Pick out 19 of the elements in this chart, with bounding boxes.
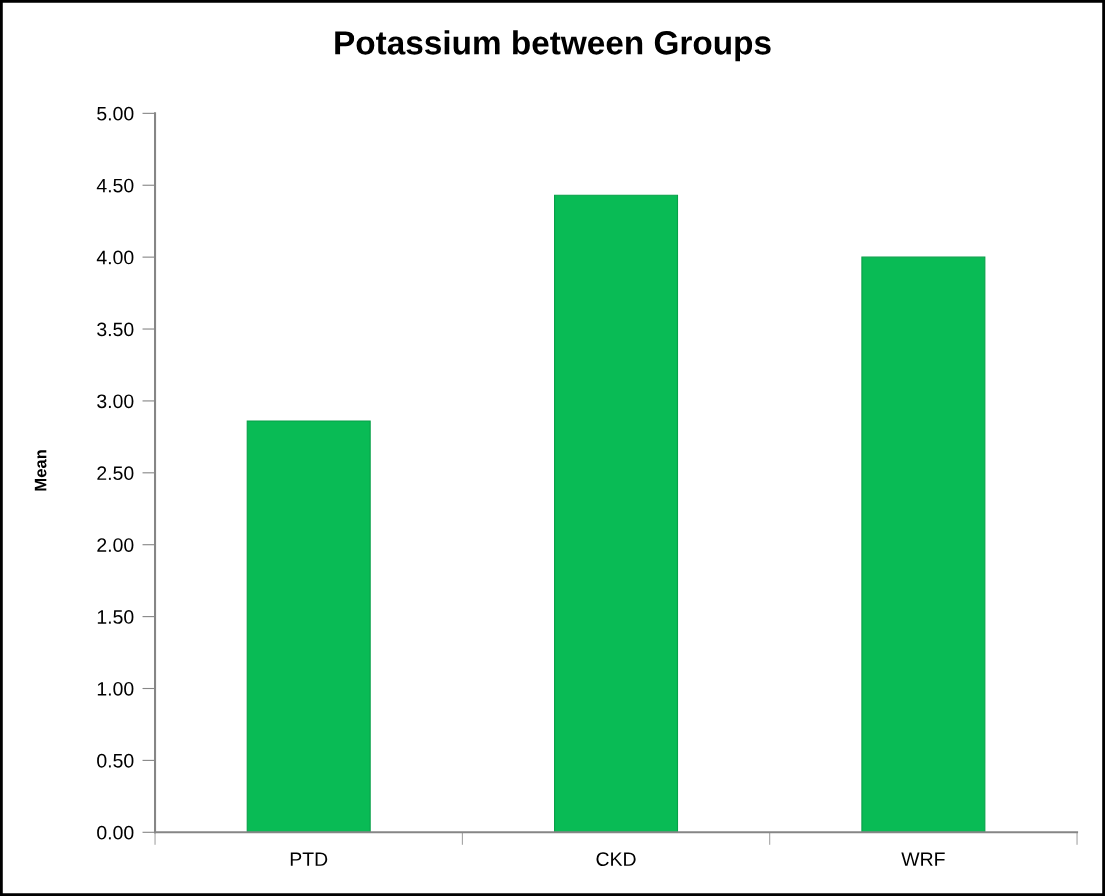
y-axis-title: Mean (34, 450, 47, 491)
y-tick-label: 2.00 (97, 538, 134, 552)
y-tick-label: 4.00 (96, 250, 134, 265)
bar (554, 194, 679, 833)
y-tick-label: 3.50 (97, 322, 134, 337)
bar (246, 420, 371, 833)
y-tick-label: 4.50 (96, 178, 134, 193)
y-tick-label: 0.50 (97, 753, 134, 768)
x-tick-label: WRF (901, 852, 945, 866)
bar (861, 256, 986, 833)
y-tick-label: 0.00 (97, 825, 134, 840)
chart-title: Potassium between Groups (335, 30, 771, 62)
y-tick-label: 3.00 (97, 394, 134, 409)
y-tick-label: 1.00 (97, 681, 134, 696)
y-tick-label: 2.50 (97, 466, 134, 481)
y-tick-label: 1.50 (97, 610, 134, 624)
y-tick-label: 5.00 (97, 106, 134, 121)
x-tick-label: CKD (596, 852, 636, 867)
x-tick-label: PTD (290, 852, 328, 866)
